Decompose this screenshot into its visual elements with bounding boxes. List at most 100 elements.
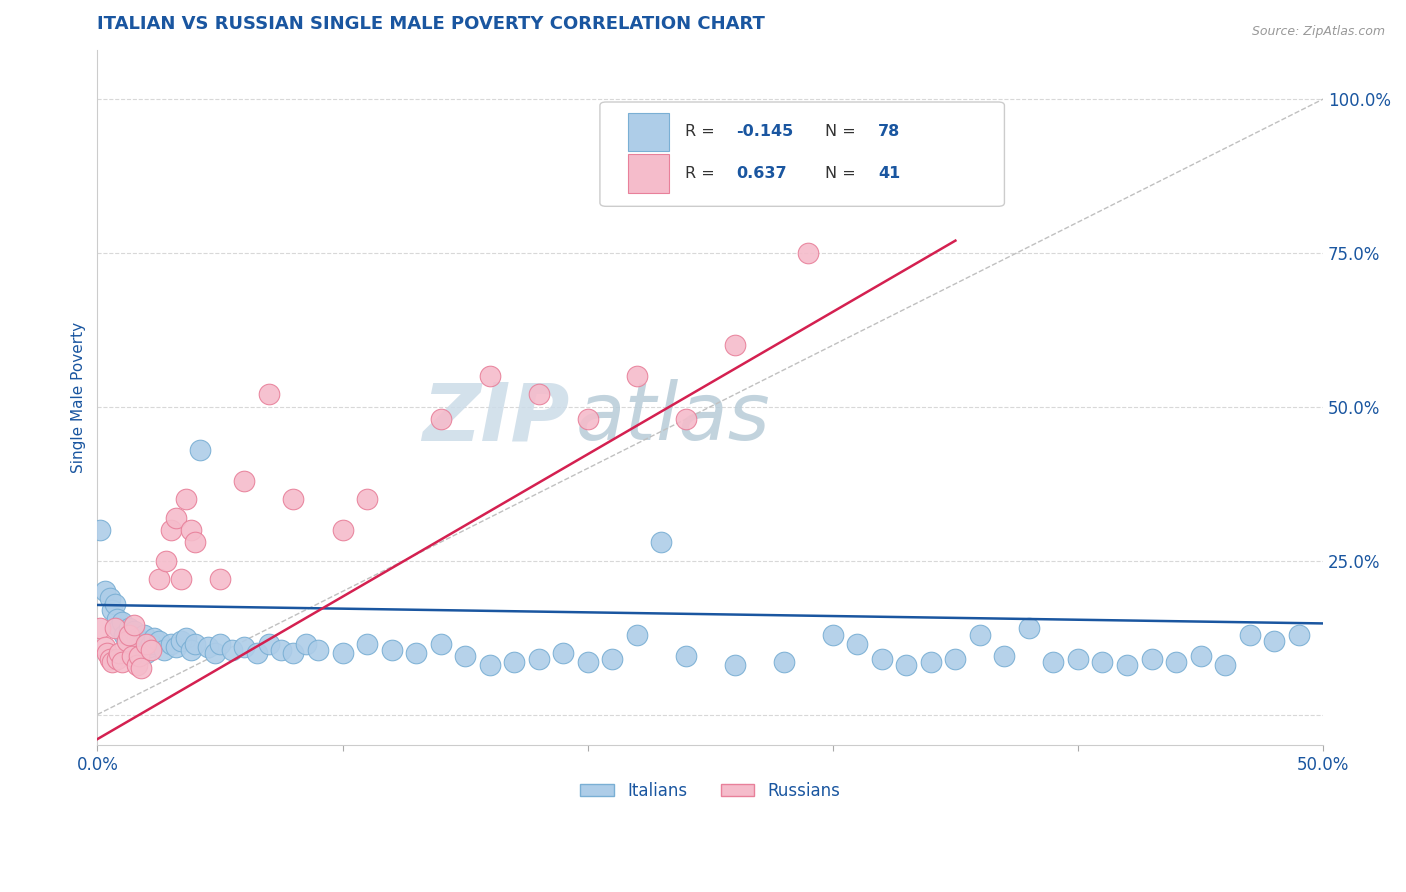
Point bbox=[797, 246, 820, 260]
Point bbox=[138, 640, 160, 654]
Point bbox=[160, 523, 183, 537]
Point bbox=[128, 648, 150, 663]
Y-axis label: Single Male Poverty: Single Male Poverty bbox=[72, 322, 86, 473]
Point bbox=[257, 387, 280, 401]
Point bbox=[135, 637, 157, 651]
Point bbox=[132, 627, 155, 641]
Point bbox=[724, 658, 747, 673]
Point bbox=[96, 646, 118, 660]
Point bbox=[356, 492, 378, 507]
Point bbox=[332, 646, 354, 660]
Point bbox=[626, 369, 648, 384]
Point bbox=[478, 658, 501, 673]
Point bbox=[380, 643, 402, 657]
Text: 41: 41 bbox=[879, 166, 900, 181]
Point bbox=[170, 633, 193, 648]
Point bbox=[1018, 621, 1040, 635]
Text: ZIP: ZIP bbox=[422, 379, 569, 458]
Point bbox=[553, 646, 575, 660]
Point bbox=[283, 646, 305, 660]
Point bbox=[233, 640, 256, 654]
Point bbox=[1140, 652, 1163, 666]
Point bbox=[896, 658, 918, 673]
Point bbox=[165, 640, 187, 654]
Point bbox=[1164, 655, 1187, 669]
Point bbox=[294, 637, 316, 651]
Point bbox=[105, 612, 128, 626]
Point bbox=[1067, 652, 1090, 666]
Point bbox=[121, 648, 143, 663]
Point bbox=[233, 474, 256, 488]
Point bbox=[1263, 633, 1285, 648]
Point bbox=[600, 652, 623, 666]
Point bbox=[527, 387, 550, 401]
Point bbox=[1091, 655, 1114, 669]
Point bbox=[283, 492, 305, 507]
Point bbox=[208, 637, 231, 651]
Text: Source: ZipAtlas.com: Source: ZipAtlas.com bbox=[1251, 25, 1385, 38]
Point bbox=[101, 603, 124, 617]
Point bbox=[576, 655, 599, 669]
Point bbox=[1239, 627, 1261, 641]
Point bbox=[118, 627, 141, 641]
Point bbox=[903, 126, 925, 140]
Point bbox=[821, 627, 844, 641]
Point bbox=[125, 658, 148, 673]
Point bbox=[103, 621, 125, 635]
Point bbox=[125, 631, 148, 645]
Legend: Italians, Russians: Italians, Russians bbox=[574, 775, 846, 806]
Point bbox=[165, 510, 187, 524]
Point bbox=[131, 661, 153, 675]
Point bbox=[204, 646, 226, 660]
Point bbox=[174, 492, 197, 507]
FancyBboxPatch shape bbox=[600, 102, 1004, 206]
Point bbox=[141, 643, 163, 657]
Point bbox=[93, 584, 115, 599]
Point bbox=[131, 637, 153, 651]
Point bbox=[184, 637, 207, 651]
Text: ITALIAN VS RUSSIAN SINGLE MALE POVERTY CORRELATION CHART: ITALIAN VS RUSSIAN SINGLE MALE POVERTY C… bbox=[97, 15, 765, 33]
Point bbox=[920, 655, 942, 669]
Point bbox=[160, 637, 183, 651]
Point bbox=[945, 652, 967, 666]
Point bbox=[108, 646, 131, 660]
Point bbox=[152, 643, 174, 657]
Point bbox=[993, 648, 1015, 663]
Point bbox=[174, 631, 197, 645]
Point bbox=[626, 627, 648, 641]
Point bbox=[118, 621, 141, 635]
Point bbox=[221, 643, 243, 657]
Text: R =: R = bbox=[685, 124, 720, 139]
Point bbox=[675, 412, 697, 426]
Point bbox=[478, 369, 501, 384]
Point bbox=[1116, 658, 1139, 673]
Point bbox=[179, 523, 201, 537]
Point bbox=[135, 646, 157, 660]
Point bbox=[98, 591, 121, 605]
Point bbox=[332, 523, 354, 537]
Point bbox=[101, 655, 124, 669]
Point bbox=[128, 633, 150, 648]
Point bbox=[429, 412, 451, 426]
Point bbox=[870, 652, 893, 666]
Point bbox=[257, 637, 280, 651]
Point bbox=[115, 633, 138, 648]
FancyBboxPatch shape bbox=[628, 112, 669, 151]
Point bbox=[405, 646, 427, 660]
Text: -0.145: -0.145 bbox=[735, 124, 793, 139]
Text: N =: N = bbox=[825, 166, 862, 181]
Point bbox=[112, 627, 135, 641]
Point bbox=[307, 643, 329, 657]
Text: 78: 78 bbox=[879, 124, 900, 139]
Point bbox=[188, 442, 211, 457]
Point bbox=[148, 572, 170, 586]
Point bbox=[111, 615, 134, 630]
Point bbox=[108, 621, 131, 635]
Point bbox=[724, 338, 747, 352]
Text: R =: R = bbox=[685, 166, 720, 181]
Point bbox=[356, 637, 378, 651]
Point bbox=[142, 631, 165, 645]
Point bbox=[208, 572, 231, 586]
Point bbox=[122, 624, 145, 639]
Text: N =: N = bbox=[825, 124, 862, 139]
